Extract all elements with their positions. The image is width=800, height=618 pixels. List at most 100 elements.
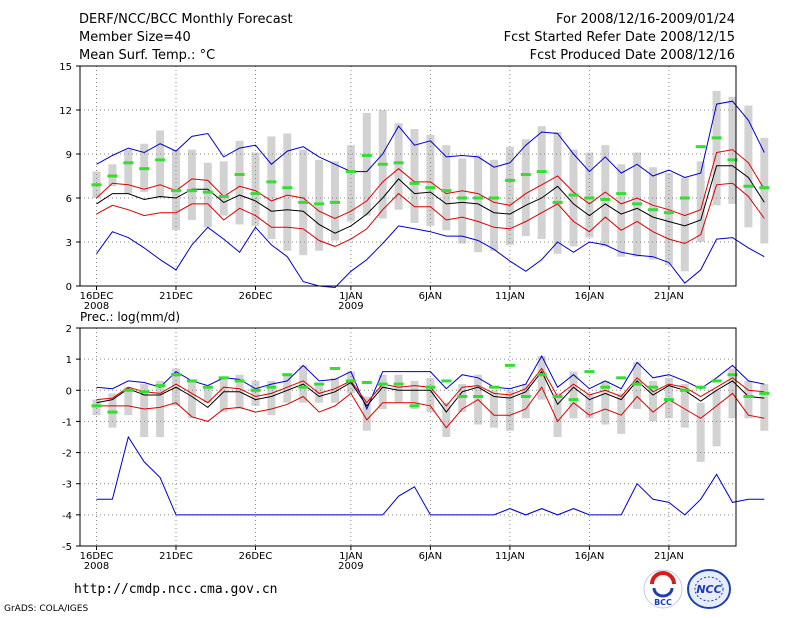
spread-box (712, 390, 721, 447)
spread-box (362, 396, 371, 431)
spread-box (601, 380, 610, 425)
spread-box (92, 399, 101, 416)
spread-box (505, 390, 514, 431)
variable-label: Mean Surf. Temp.: °C (79, 48, 216, 63)
spread-box (251, 152, 260, 226)
series-line-lower (96, 182, 765, 247)
spread-box (394, 374, 403, 403)
y-tick-label: 12 (59, 106, 72, 117)
spread-box (664, 377, 673, 419)
spread-box (744, 105, 753, 228)
spread-box (728, 96, 737, 204)
y-tick-label: 9 (66, 150, 72, 161)
x-tick-year-label: 2009 (338, 561, 363, 572)
spread-box (426, 377, 435, 413)
spread-box (569, 149, 578, 247)
spread-box (633, 362, 642, 409)
x-tick-label: 21JAN (654, 291, 684, 302)
y-tick-label: 3 (66, 238, 72, 249)
series-line-min (96, 225, 765, 289)
spread-box (251, 380, 260, 406)
spread-box (744, 380, 753, 419)
spread-box (219, 161, 228, 216)
spread-box (712, 90, 721, 206)
source-url[interactable]: http://cmdp.ncc.cma.gov.cn (74, 582, 278, 597)
spread-box (521, 384, 530, 419)
spread-box (553, 393, 562, 437)
spread-box (664, 173, 673, 266)
y-tick-label: 2 (66, 324, 72, 335)
x-tick-label: 21DEC (159, 551, 193, 562)
y-tick-label: -4 (62, 511, 72, 522)
spread-box (680, 384, 689, 428)
chart-title: DERF/NCC/BCC Monthly Forecast (79, 12, 293, 27)
spread-box (203, 162, 212, 228)
x-tick-label: 21JAN (654, 551, 684, 562)
x-tick-year-label: 2009 (338, 301, 363, 312)
spread-box (585, 393, 594, 419)
plot-frame (79, 327, 737, 547)
spread-box (346, 145, 355, 222)
series-line-upper (96, 149, 765, 220)
x-tick-label: 11JAN (495, 291, 525, 302)
x-tick-label: 6JAN (419, 291, 442, 302)
spread-box (521, 139, 530, 237)
ncc-logo: NCC (687, 569, 731, 609)
bcc-logo-text: BCC (654, 598, 672, 607)
x-tick-label: 16JAN (574, 291, 604, 302)
x-tick-label: 16DEC (80, 291, 114, 302)
x-tick-label: 26DEC (239, 551, 273, 562)
series-line-min (96, 435, 765, 516)
y-tick-label: 0 (66, 282, 72, 293)
spread-box (187, 149, 196, 220)
spread-box (585, 152, 594, 238)
spread-box (140, 384, 149, 437)
spread-box (617, 164, 626, 257)
spread-box (378, 374, 387, 409)
y-tick-label: 15 (59, 62, 72, 73)
spread-box (410, 380, 419, 409)
spread-box (601, 145, 610, 247)
spread-box (124, 387, 133, 416)
spread-box (680, 177, 689, 272)
x-tick-label: 6JAN (419, 551, 442, 562)
spread-box (219, 377, 228, 413)
x-tick-label: 26DEC (239, 291, 273, 302)
x-tick-label: 1JAN (339, 551, 362, 562)
spread-box (649, 167, 657, 260)
y-tick-label: -1 (62, 417, 72, 428)
x-tick-year-label: 2008 (84, 561, 109, 572)
spread-box (283, 133, 292, 251)
forecast-started-label: Fcst Started Refer Date 2008/12/15 (503, 30, 735, 45)
y-tick-label: -2 (62, 449, 72, 460)
forecast-produced-label: Fcst Produced Date 2008/12/16 (529, 48, 735, 63)
spread-box (458, 158, 467, 244)
spread-box (394, 123, 403, 210)
spread-box (362, 112, 371, 216)
spread-box (283, 374, 292, 403)
spread-box (490, 390, 498, 428)
spread-box (156, 380, 165, 437)
spread-box (426, 134, 435, 226)
series-line-mean (96, 370, 765, 413)
spread-box (490, 159, 498, 251)
x-tick-label: 16JAN (574, 551, 604, 562)
spread-box (553, 132, 562, 254)
spread-box (442, 402, 451, 437)
spread-box (203, 387, 212, 403)
spread-box (108, 393, 117, 428)
panel-title: Prec.: log(mm/d) (80, 310, 180, 324)
member-size-label: Member Size=40 (79, 30, 191, 45)
spread-box (505, 146, 514, 245)
x-tick-label: 16DEC (80, 551, 114, 562)
spread-box (124, 149, 133, 194)
x-tick-year-label: 2008 (84, 301, 109, 312)
spread-box (537, 126, 546, 240)
spread-box (235, 140, 244, 225)
spread-box (760, 384, 769, 431)
spread-box (569, 371, 578, 419)
series-line-max (96, 354, 765, 411)
